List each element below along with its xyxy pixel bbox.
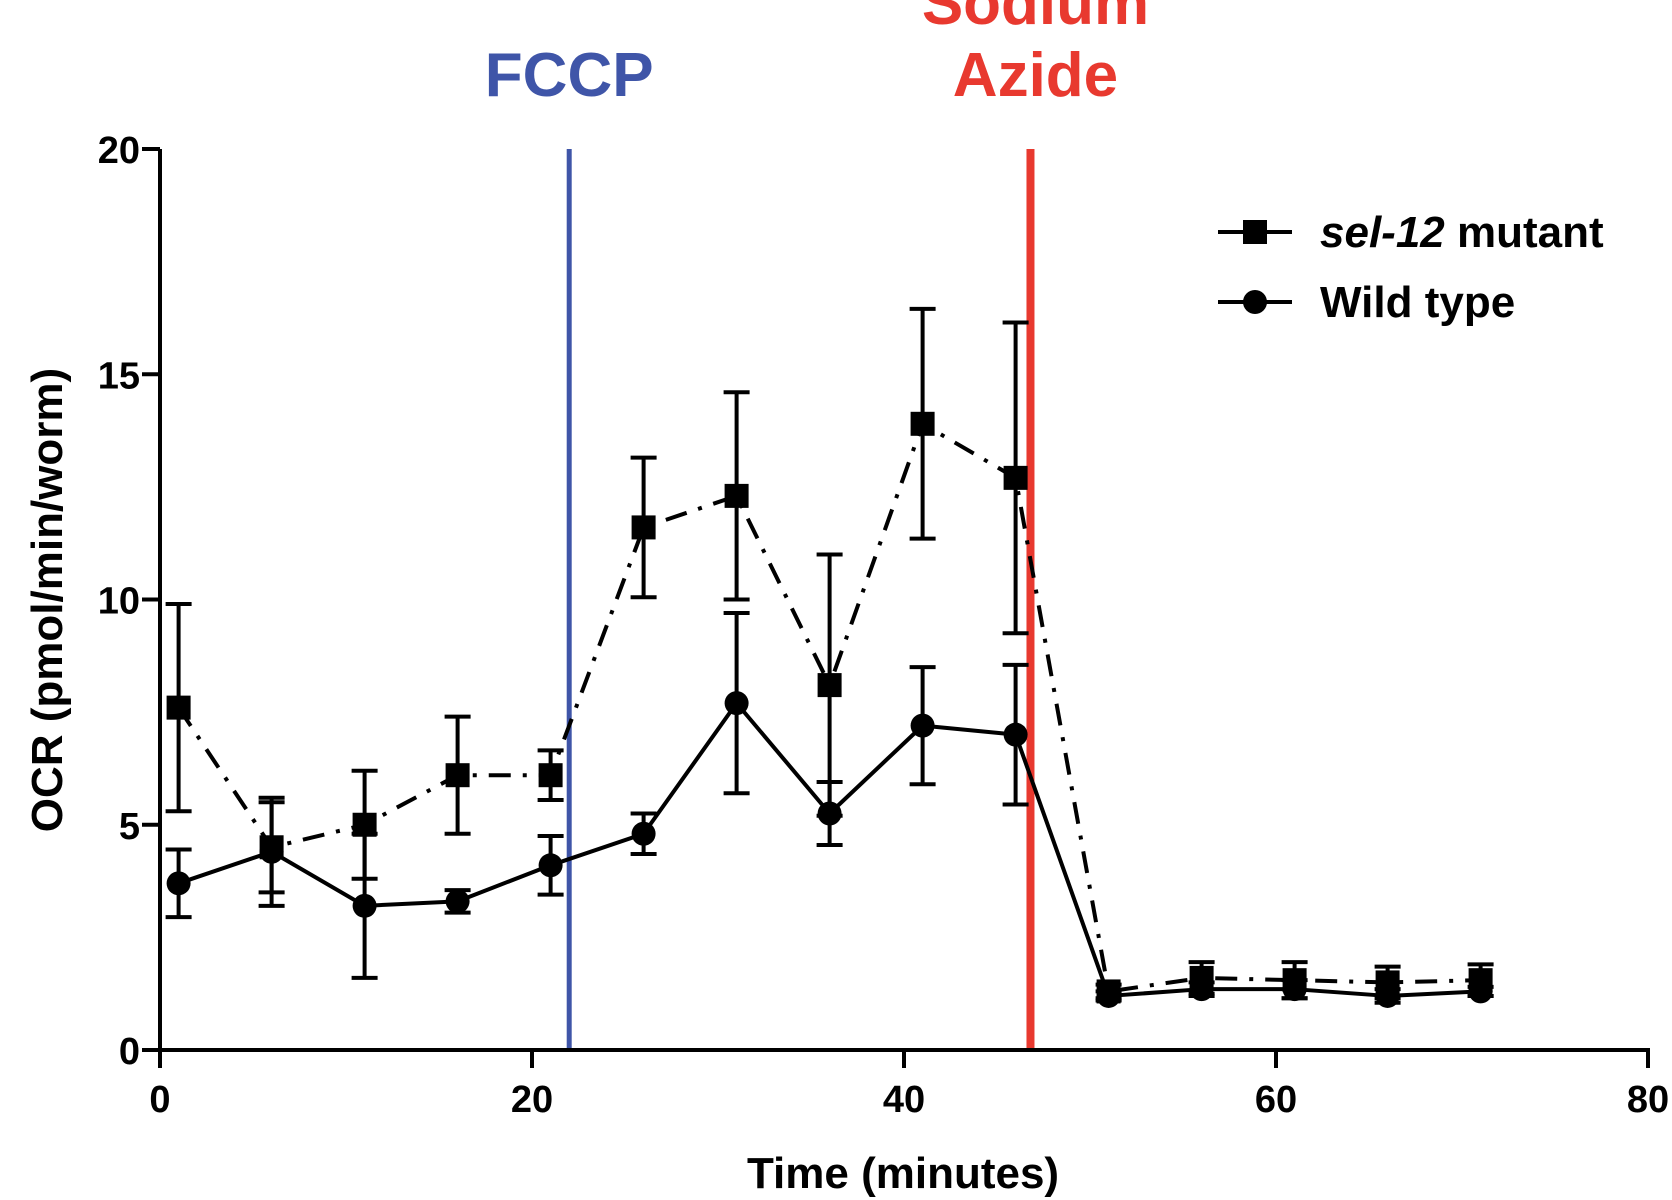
legend-label-wild-type: Wild type bbox=[1320, 278, 1515, 327]
wild-type-point bbox=[1282, 977, 1307, 1002]
sel-12-mutant-point bbox=[166, 695, 191, 720]
wild-type-point bbox=[910, 713, 935, 738]
wild-type-point bbox=[352, 893, 377, 918]
sel-12-mutant-point bbox=[1003, 465, 1028, 490]
legend: sel-12 mutant Wild type bbox=[1218, 208, 1604, 327]
y-axis-title: OCR (pmol/min/worm) bbox=[23, 368, 72, 832]
y-tick-label: 15 bbox=[98, 355, 140, 397]
wild-type-point bbox=[631, 821, 656, 846]
wild-type-point bbox=[1003, 722, 1028, 747]
sodium-azide-label-line-2: Azide bbox=[953, 41, 1118, 110]
wild-type-point bbox=[445, 889, 470, 914]
legend-item-wild-type: Wild type bbox=[1218, 278, 1515, 327]
x-tick-label: 0 bbox=[149, 1079, 170, 1121]
x-tick-label: 60 bbox=[1255, 1079, 1297, 1121]
wild-type-point bbox=[1468, 979, 1493, 1004]
series-wild-type bbox=[165, 611, 1494, 1008]
wild-type-point bbox=[1189, 977, 1214, 1002]
sel-12-mutant-point bbox=[445, 763, 470, 788]
wild-type-point bbox=[1375, 983, 1400, 1008]
y-tick-label: 0 bbox=[119, 1031, 140, 1073]
x-tick-label: 20 bbox=[511, 1079, 553, 1121]
wild-type-point bbox=[1096, 983, 1121, 1008]
y-tick-label: 10 bbox=[98, 581, 140, 623]
axis-ticks: 0 5 10 15 20 0 20 40 60 80 bbox=[98, 130, 1669, 1121]
wild-type-point bbox=[724, 691, 749, 716]
sodium-azide-label-line-1: Sodium bbox=[922, 0, 1149, 38]
fccp-label-line-1: FCCP bbox=[485, 41, 654, 110]
y-tick-label: 5 bbox=[119, 806, 140, 848]
wild-type-point bbox=[259, 839, 284, 864]
x-tick-label: 40 bbox=[883, 1079, 925, 1121]
wild-type-point bbox=[817, 801, 842, 826]
legend-item-sel-12-mutant: sel-12 mutant bbox=[1218, 208, 1604, 257]
x-axis-title: Time (minutes) bbox=[747, 1149, 1059, 1198]
wild-type-point bbox=[166, 871, 191, 896]
sel-12-mutant-point bbox=[910, 411, 935, 436]
legend-marker-wild-type bbox=[1243, 290, 1267, 314]
legend-label-sel-12-mutant: sel-12 mutant bbox=[1320, 208, 1604, 257]
y-tick-label: 20 bbox=[98, 130, 140, 172]
data-series bbox=[165, 306, 1494, 1008]
sel-12-mutant-point bbox=[631, 515, 656, 540]
sel-12-mutant-point bbox=[724, 483, 749, 508]
sel-12-mutant-point bbox=[817, 673, 842, 698]
legend-marker-sel-12-mutant bbox=[1243, 220, 1267, 244]
wild-type-point bbox=[538, 853, 563, 878]
sel-12-mutant-point bbox=[538, 763, 563, 788]
x-tick-label: 80 bbox=[1627, 1079, 1669, 1121]
